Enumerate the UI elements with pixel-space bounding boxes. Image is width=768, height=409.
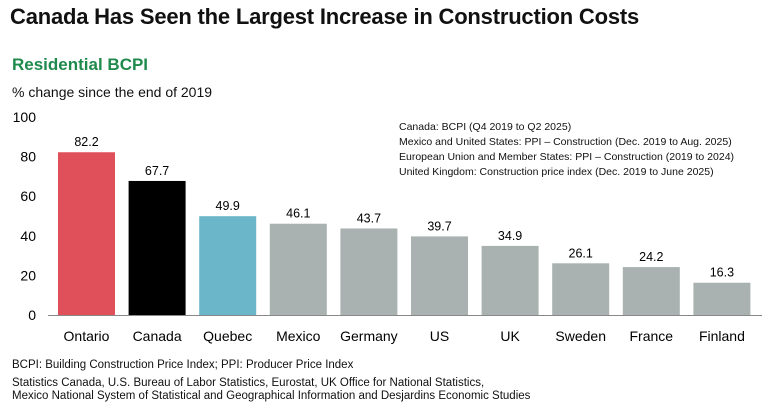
x-tick-label: Quebec <box>203 328 252 344</box>
x-tick-label: Germany <box>340 328 398 344</box>
x-tick-label: US <box>430 328 449 344</box>
bar-uk <box>481 245 539 315</box>
data-label: 34.9 <box>498 229 522 243</box>
x-tick-label: Sweden <box>555 328 606 344</box>
y-tick-label: 80 <box>20 149 36 165</box>
bar-us <box>411 236 468 315</box>
bar-sweden <box>552 263 610 315</box>
data-label: 49.9 <box>216 199 240 213</box>
note: European Union and Member States: PPI – … <box>399 151 735 163</box>
y-tick-label: 100 <box>13 109 37 125</box>
chart-title: Canada Has Seen the Largest Increase in … <box>10 4 640 29</box>
data-label: 82.2 <box>74 135 98 149</box>
bar-ontario <box>58 152 115 315</box>
x-tick-label: France <box>630 328 674 344</box>
note: Canada: BCPI (Q4 2019 to Q2 2025) <box>399 121 572 133</box>
data-label: 39.7 <box>427 219 451 233</box>
footnote: BCPI: Building Construction Price Index;… <box>12 359 354 371</box>
chart-subtitle: Residential BCPI <box>12 55 149 74</box>
bar-quebec <box>199 216 257 315</box>
x-tick-label: UK <box>500 328 520 344</box>
units-label: % change since the end of 2019 <box>12 84 213 100</box>
y-tick-label: 60 <box>20 188 36 204</box>
bar-mexico <box>269 223 327 315</box>
bar-canada <box>128 180 186 315</box>
x-tick-label: Mexico <box>276 328 321 344</box>
y-tick-label: 40 <box>20 228 36 244</box>
source-line: Statistics Canada, U.S. Bureau of Labor … <box>12 377 485 389</box>
note: Mexico and United States: PPI – Construc… <box>399 136 732 148</box>
bar-finland <box>693 282 751 315</box>
data-label: 43.7 <box>357 211 381 225</box>
x-tick-label: Ontario <box>64 328 110 344</box>
bar-france <box>622 267 680 315</box>
data-label: 16.3 <box>710 266 734 280</box>
data-label: 24.2 <box>639 250 663 264</box>
y-tick-label: 0 <box>28 307 36 323</box>
note: United Kingdom: Construction price index… <box>399 166 714 178</box>
notes-box: Canada: BCPI (Q4 2019 to Q2 2025) Mexico… <box>399 120 734 180</box>
source-line: Mexico National System of Statistical an… <box>12 390 531 402</box>
bar-germany <box>340 228 398 315</box>
y-tick-label: 20 <box>20 267 36 283</box>
data-label: 26.1 <box>569 246 593 260</box>
x-tick-label: Finland <box>699 328 745 344</box>
data-label: 46.1 <box>286 207 310 221</box>
data-label: 67.7 <box>145 164 169 178</box>
x-tick-label: Canada <box>133 328 182 344</box>
